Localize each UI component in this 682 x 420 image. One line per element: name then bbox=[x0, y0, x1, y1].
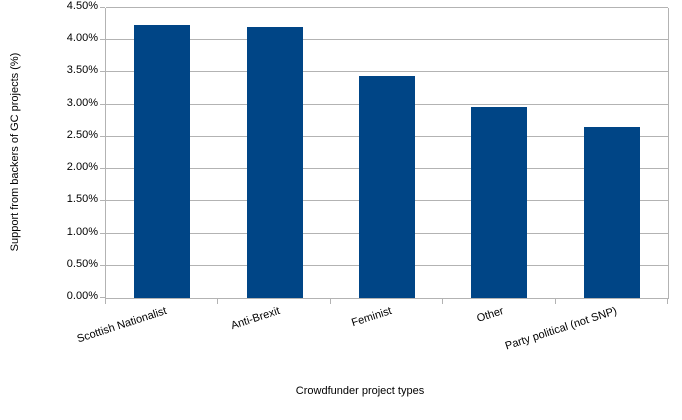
x-axis-category-label: Scottish Nationalist bbox=[76, 305, 169, 346]
y-axis-tick bbox=[100, 7, 105, 8]
x-axis-tick bbox=[555, 299, 556, 304]
y-gridline bbox=[106, 71, 668, 73]
x-axis-category-label: Feminist bbox=[350, 305, 394, 330]
x-axis-category-label: Anti-Brexit bbox=[229, 305, 282, 333]
y-axis-tick bbox=[100, 200, 105, 202]
x-axis-tick bbox=[667, 299, 668, 304]
y-axis-tick bbox=[100, 232, 105, 234]
y-axis-title: Support from backers of GC projects (%) bbox=[9, 52, 21, 252]
y-gridline bbox=[106, 39, 668, 41]
y-axis-tick-label: 4.50% bbox=[66, 0, 98, 12]
y-axis-tick bbox=[100, 39, 105, 41]
y-axis-tick bbox=[100, 297, 105, 298]
x-axis-tick bbox=[442, 299, 443, 304]
y-axis-tick bbox=[100, 135, 105, 137]
x-axis-category-label: Other bbox=[475, 305, 506, 325]
y-axis-tick-label: 3.50% bbox=[66, 64, 98, 77]
y-axis-tick-label: 3.00% bbox=[66, 96, 98, 109]
bar-party-political-not-snp- bbox=[584, 127, 640, 298]
y-axis-tick bbox=[100, 264, 105, 266]
bar-anti-brexit bbox=[247, 27, 303, 298]
y-axis-tick bbox=[100, 168, 105, 170]
y-axis-tick-label: 2.00% bbox=[66, 161, 98, 174]
y-gridline bbox=[106, 7, 668, 8]
x-axis-tick bbox=[330, 299, 331, 304]
x-axis-tick bbox=[105, 299, 106, 304]
y-axis-tick bbox=[100, 71, 105, 73]
x-axis-tick bbox=[217, 299, 218, 304]
y-axis-tick-label: 1.50% bbox=[66, 193, 98, 206]
y-axis-tick-label: 1.00% bbox=[66, 225, 98, 238]
plot-area bbox=[105, 7, 669, 299]
y-axis-tick-label: 4.00% bbox=[66, 32, 98, 45]
x-axis-category-label: Party political (not SNP) bbox=[503, 305, 619, 353]
y-axis-tick-label: 0.00% bbox=[66, 290, 98, 302]
bar-feminist bbox=[359, 76, 415, 298]
y-axis-tick-label: 0.50% bbox=[66, 257, 98, 270]
x-axis-title: Crowdfunder project types bbox=[295, 385, 425, 397]
bar-other bbox=[471, 107, 527, 298]
y-axis-tick-label: 2.50% bbox=[66, 128, 98, 141]
bar-scottish-nationalist bbox=[134, 25, 190, 298]
y-axis-tick bbox=[100, 103, 105, 105]
